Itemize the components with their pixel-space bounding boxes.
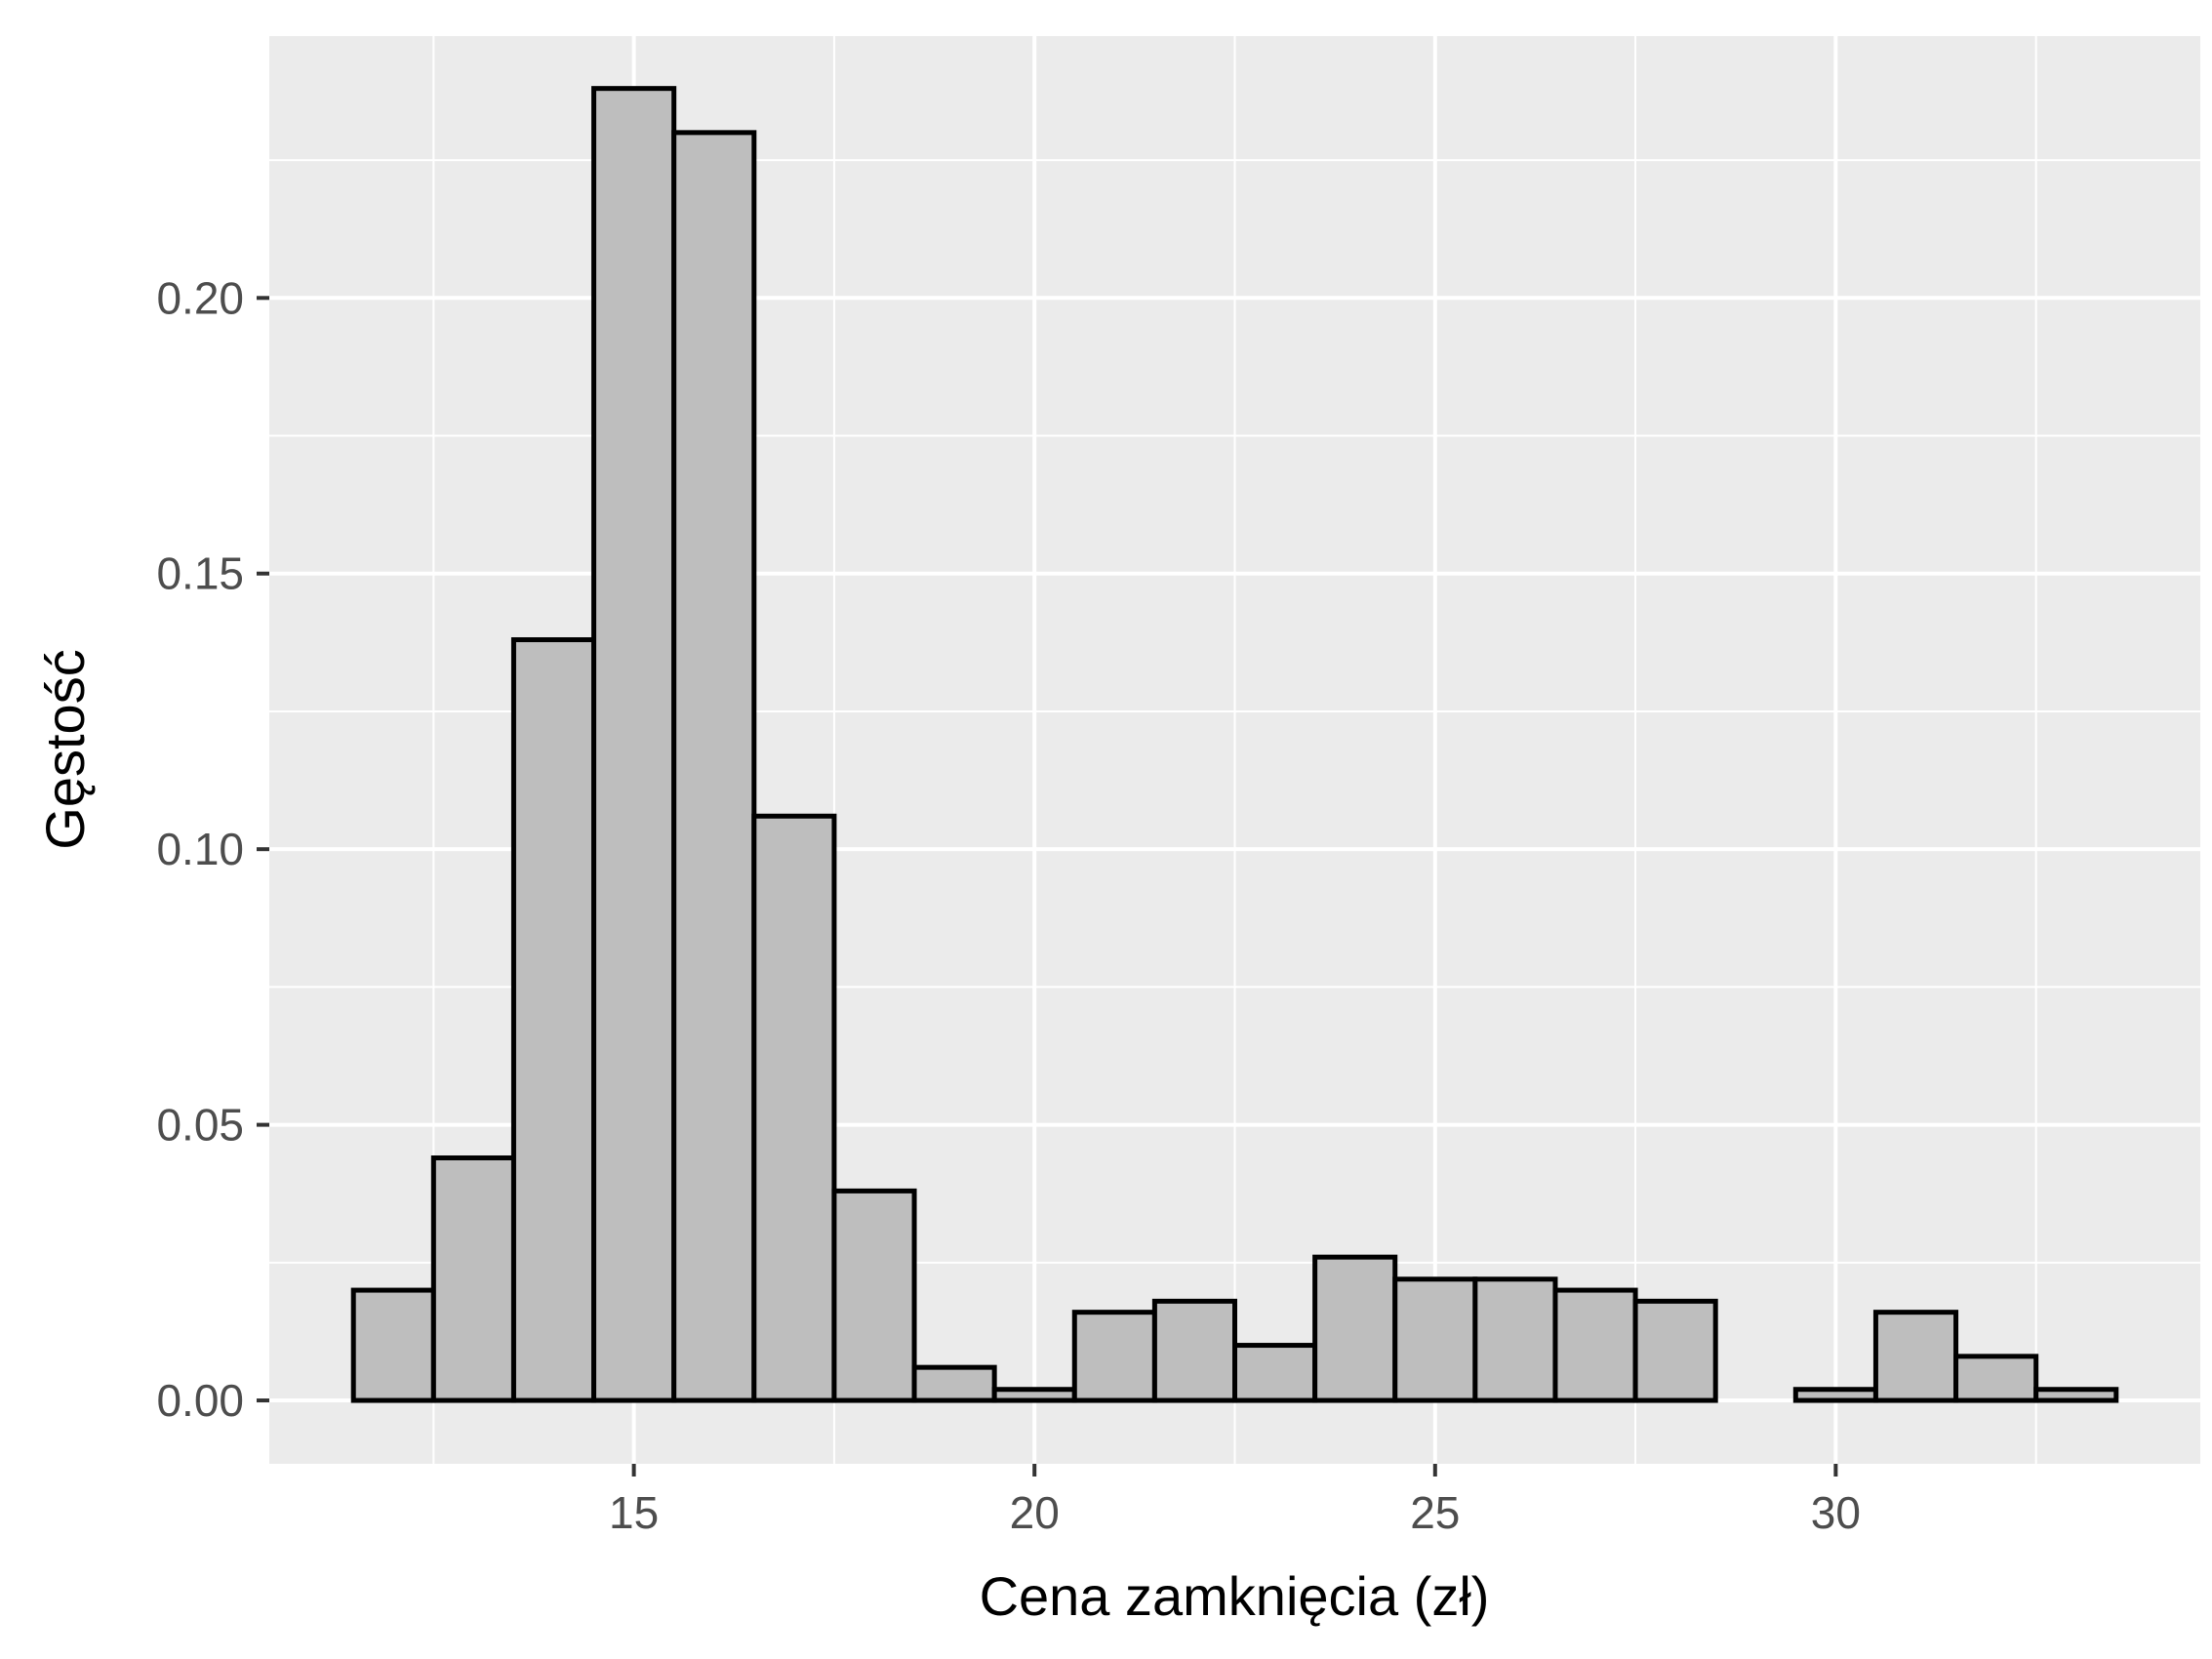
histogram-bar [1472, 1276, 1558, 1403]
histogram-bar [591, 86, 677, 1403]
x-tick-label: 20 [1010, 1487, 1060, 1538]
x-tick-label: 25 [1410, 1487, 1460, 1538]
histogram-bar [1792, 1387, 1878, 1403]
histogram-bar [1552, 1287, 1638, 1403]
histogram-bar [1953, 1354, 2039, 1403]
histogram-bar [1632, 1298, 1718, 1403]
histogram-bar [1312, 1254, 1398, 1403]
histogram-bar [1232, 1343, 1318, 1403]
histogram-bar [2033, 1387, 2119, 1403]
histogram-bar [1071, 1310, 1157, 1403]
histogram-bar [751, 813, 837, 1403]
y-axis-title: Gęstość [34, 649, 96, 849]
x-tick-label: 15 [609, 1487, 659, 1538]
x-axis-title: Cena zamknięcia (zł) [980, 1565, 1490, 1627]
y-tick-label: 0.05 [156, 1100, 244, 1151]
histogram-bar [510, 637, 597, 1403]
y-tick-label: 0.10 [156, 824, 244, 874]
histogram-bar [1872, 1310, 1959, 1403]
x-tick-label: 30 [1811, 1487, 1861, 1538]
histogram-bar [1392, 1276, 1478, 1403]
y-tick-label: 0.15 [156, 548, 244, 599]
histogram-bar [991, 1387, 1077, 1403]
histogram-bar [831, 1188, 917, 1403]
histogram-bar [911, 1364, 997, 1403]
histogram-bar [350, 1287, 436, 1403]
histogram-bar [430, 1155, 516, 1403]
histogram-bar [671, 130, 757, 1403]
histogram-bars [350, 86, 2119, 1403]
y-tick-label: 0.00 [156, 1375, 244, 1426]
y-tick-label: 0.20 [156, 272, 244, 323]
x-axis: 15 20 25 30 [609, 1464, 1861, 1538]
y-axis: 0.00 0.05 0.10 0.15 0.20 [156, 272, 269, 1426]
histogram-bar [1151, 1298, 1237, 1403]
